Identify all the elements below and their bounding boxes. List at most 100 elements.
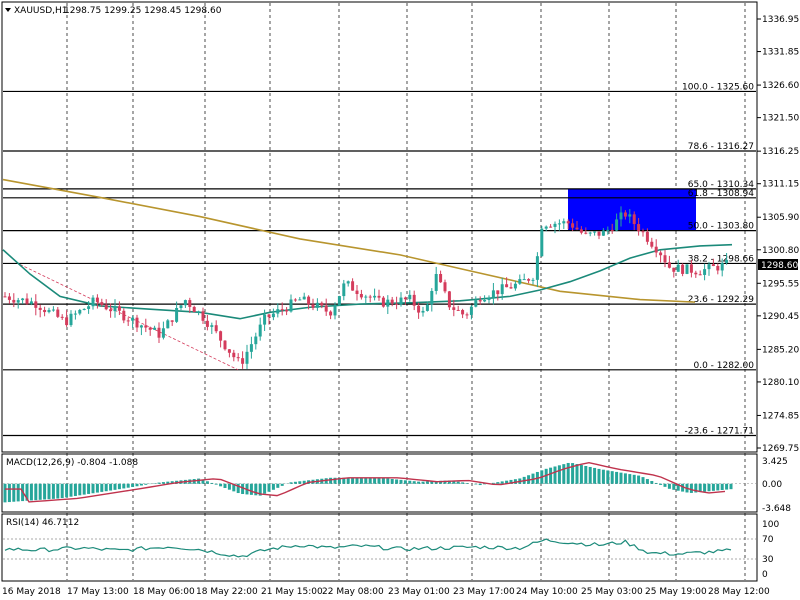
macd-tick-label: 0.00 bbox=[762, 480, 782, 490]
macd-histogram-bar bbox=[430, 481, 434, 484]
macd-histogram-bar bbox=[276, 483, 280, 488]
macd-histogram-bar bbox=[619, 472, 623, 484]
candle-body bbox=[562, 221, 566, 224]
time-label: 25 May 03:00 bbox=[581, 587, 643, 597]
macd-histogram-bar bbox=[667, 483, 671, 489]
macd-histogram-bar bbox=[56, 483, 60, 499]
candle-body bbox=[487, 297, 491, 300]
macd-histogram-bar bbox=[29, 483, 33, 501]
macd-histogram-bar bbox=[223, 483, 227, 488]
macd-histogram-bar bbox=[236, 483, 240, 494]
macd-histogram-bar bbox=[689, 483, 693, 493]
candle-body bbox=[711, 264, 715, 267]
candle-body bbox=[280, 309, 284, 311]
price-tick-label: 1290.45 bbox=[762, 312, 799, 322]
macd-histogram-bar bbox=[109, 483, 113, 491]
macd-histogram-bar bbox=[461, 482, 465, 484]
macd-histogram-bar bbox=[509, 479, 513, 484]
candle-body bbox=[34, 301, 38, 308]
candle-body bbox=[672, 267, 676, 272]
price-tick-label: 1280.10 bbox=[762, 378, 799, 388]
macd-histogram-bar bbox=[201, 479, 205, 484]
macd-histogram-bar bbox=[716, 483, 720, 491]
macd-histogram-bar bbox=[302, 480, 306, 484]
macd-histogram-bar bbox=[452, 481, 456, 484]
price-tick-label: 1295.55 bbox=[762, 279, 799, 289]
macd-histogram-bar bbox=[553, 466, 557, 484]
macd-histogram-bar bbox=[65, 483, 69, 498]
macd-label: MACD(12,26,9) -0.804 -1.088 bbox=[6, 458, 138, 468]
price-tick-label: 1285.20 bbox=[762, 345, 799, 355]
candle-body bbox=[601, 230, 605, 236]
macd-histogram-bar bbox=[293, 481, 297, 484]
candle-body bbox=[161, 328, 165, 338]
candle-body bbox=[645, 231, 649, 242]
macd-histogram-bar bbox=[650, 481, 654, 484]
candle-body bbox=[223, 340, 227, 350]
candle-body bbox=[703, 269, 707, 275]
candle-body bbox=[267, 314, 271, 318]
candle-body bbox=[650, 241, 654, 247]
candle-body bbox=[188, 300, 192, 307]
rsi-line bbox=[4, 538, 732, 558]
candle-body bbox=[474, 300, 478, 307]
macd-histogram-bar bbox=[421, 481, 425, 484]
candle-body bbox=[593, 231, 597, 233]
time-label: 21 May 15:00 bbox=[261, 587, 323, 597]
macd-histogram-bar bbox=[113, 483, 117, 490]
candle-body bbox=[320, 302, 324, 306]
candle-body bbox=[197, 311, 201, 313]
macd-histogram-bar bbox=[337, 477, 341, 484]
macd-histogram-bar bbox=[623, 473, 627, 484]
macd-histogram-bar bbox=[131, 483, 135, 487]
macd-histogram-bar bbox=[491, 482, 495, 484]
candle-body bbox=[579, 229, 583, 233]
candle-body bbox=[355, 290, 359, 294]
time-label: 16 May 2018 bbox=[2, 587, 61, 597]
candle-body bbox=[179, 305, 183, 308]
candle-body bbox=[289, 299, 293, 312]
candle-body bbox=[544, 226, 548, 229]
candle-body bbox=[126, 320, 130, 322]
macd-histogram-bar bbox=[368, 477, 372, 484]
macd-histogram-bar bbox=[597, 468, 601, 484]
macd-histogram-bar bbox=[593, 467, 597, 484]
macd-histogram-bar bbox=[3, 483, 7, 503]
candle-body bbox=[227, 349, 231, 353]
price-tick-label: 1300.80 bbox=[762, 246, 799, 256]
macd-histogram-bar bbox=[258, 483, 262, 496]
candle-body bbox=[364, 296, 368, 298]
macd-histogram-bar bbox=[447, 480, 451, 484]
time-label: 24 May 10:00 bbox=[516, 587, 578, 597]
time-label: 23 May 17:00 bbox=[453, 587, 515, 597]
macd-histogram-bar bbox=[95, 483, 99, 493]
candle-body bbox=[210, 325, 214, 327]
candle-body bbox=[447, 291, 451, 308]
macd-tick-label: -3.648 bbox=[762, 504, 791, 514]
candle-body bbox=[307, 296, 311, 305]
macd-histogram-bar bbox=[557, 465, 561, 484]
macd-histogram-bar bbox=[386, 478, 390, 484]
candle-body bbox=[535, 256, 539, 280]
candle-body bbox=[153, 327, 157, 330]
rsi-panel[interactable] bbox=[1, 513, 758, 582]
candle-body bbox=[205, 320, 209, 327]
candle-body bbox=[29, 301, 33, 304]
candle-body bbox=[456, 309, 460, 311]
candle-body bbox=[509, 287, 513, 289]
macd-histogram-bar bbox=[166, 481, 170, 484]
macd-histogram-bar bbox=[500, 481, 504, 484]
symbol-dropdown-arrow-icon[interactable] bbox=[5, 8, 11, 12]
fib-level-label: 100.0 - 1325.60 bbox=[682, 82, 754, 92]
candle-body bbox=[201, 311, 205, 321]
candle-body bbox=[359, 293, 363, 298]
macd-histogram-bar bbox=[707, 483, 711, 492]
candle-body bbox=[69, 313, 73, 326]
candle-body bbox=[183, 300, 187, 306]
candle-body bbox=[483, 299, 487, 302]
macd-histogram-bar bbox=[210, 482, 214, 484]
candle-body bbox=[386, 299, 390, 307]
candle-body bbox=[478, 300, 482, 302]
macd-histogram-bar bbox=[342, 477, 346, 484]
